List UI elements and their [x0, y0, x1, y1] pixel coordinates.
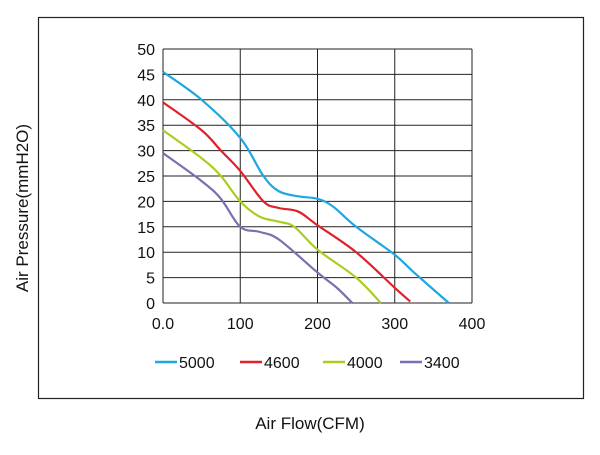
y-tick-label: 20: [137, 194, 155, 211]
legend-label: 4000: [347, 355, 383, 372]
y-tick-label: 0: [146, 296, 155, 313]
x-tick-label: 0.0: [152, 316, 174, 333]
legend-label: 3400: [424, 355, 460, 372]
y-tick-label: 10: [137, 245, 155, 262]
grid: [162, 48, 473, 304]
chart-frame: [37, 16, 585, 400]
series-line-4600: [162, 101, 411, 303]
legend-label: 5000: [179, 355, 215, 372]
series-line-4000: [162, 129, 382, 304]
series-line-5000: [162, 70, 450, 304]
y-tick-label: 30: [137, 144, 155, 161]
y-axis-label: Air Pressure(mmH2O): [13, 124, 32, 292]
x-tick-label: 100: [227, 316, 254, 333]
x-axis-label: Air Flow(CFM): [255, 414, 365, 433]
y-tick-label: 50: [137, 42, 155, 59]
y-tick-label: 5: [146, 271, 155, 288]
x-tick-label: 300: [381, 316, 408, 333]
y-tick-label: 15: [137, 220, 155, 237]
series-line-3400: [162, 152, 354, 304]
legend-label: 4600: [264, 355, 300, 372]
y-tick-label: 45: [137, 67, 155, 84]
series-lines: [162, 70, 450, 304]
y-tick-label: 40: [137, 93, 155, 110]
legend: 5000 4600 4000 3400: [155, 355, 460, 372]
x-tick-label: 400: [459, 316, 486, 333]
x-tick-label: 200: [304, 316, 331, 333]
y-tick-label: 35: [137, 118, 155, 135]
x-tick-labels: 0.0 100 200 300 400: [152, 316, 486, 333]
y-tick-label: 25: [137, 169, 155, 186]
y-tick-labels: 0 5 10 15 20 25 30 35 40 45 50: [137, 42, 155, 313]
